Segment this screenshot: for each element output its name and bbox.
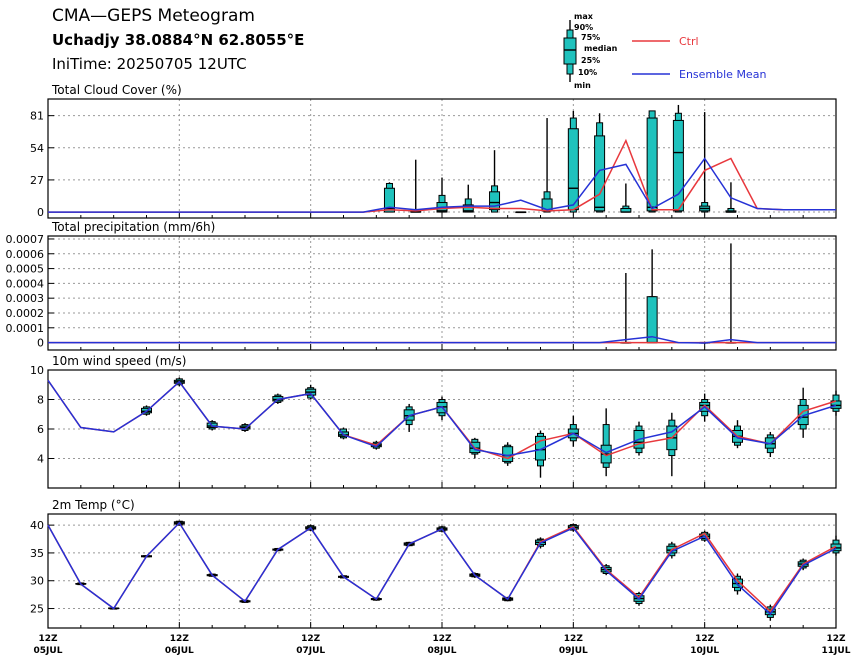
panel-title: 2m Temp (°C) [52,498,135,512]
y-tick-label: 0.0001 [6,322,45,335]
legend-mean-label: Ensemble Mean [679,68,766,81]
x-tick-label-hour: 12Z [170,634,190,644]
box-25-75 [383,187,395,213]
ensemble-mean-line [48,157,836,213]
init-time: IniTime: 20250705 12UTC [52,55,247,73]
y-tick-label: 0.0006 [6,248,45,261]
y-tick-label: 30 [30,575,44,588]
box-25-75 [535,435,546,461]
legend-box-label: min [574,81,591,90]
y-tick-label: 0.0005 [6,263,45,276]
panel-title: Total precipitation (mm/6h) [51,220,215,234]
box-25-75 [672,119,684,212]
box-25-75 [830,400,842,409]
legend-box-label: 90% [574,23,593,32]
y-tick-label: 40 [30,519,44,532]
ensemble-mean-line [48,335,836,344]
y-tick-label: 27 [30,174,44,187]
x-tick-label-date: 08JUL [428,646,457,656]
x-tick-label-hour: 12Z [301,634,321,644]
legend: max 90%75% median 25% 10% min Ctrl Ensemble Mea… [563,12,766,90]
y-tick-label: 0 [37,206,44,219]
y-tick-label: 0.0007 [6,233,45,246]
y-tick-label: 6 [37,423,44,436]
legend-ctrl-label: Ctrl [679,35,699,48]
x-tick-label-date: 11JUL [822,646,851,656]
box-25-75 [462,204,474,213]
y-tick-label: 35 [30,547,44,560]
box-25-75 [646,296,658,344]
y-tick-label: 0.0002 [6,307,45,320]
y-tick-label: 0.0003 [6,292,45,305]
station-location: Uchadjy 38.0884°N 62.8055°E [52,31,305,49]
x-tick-label-hour: 12Z [826,634,846,644]
ensemble-mean-line [47,379,837,457]
y-tick-label: 4 [37,453,44,466]
meteogram-title: CMA—GEPS Meteogram [52,6,255,26]
x-tick-label-date: 07JUL [296,646,325,656]
x-tick-label-hour: 12Z [432,634,452,644]
y-tick-label: 25 [30,603,44,616]
legend-box-label: max [574,12,594,21]
legend-box-label: 10% [578,68,597,77]
ensemble-mean-line [47,521,837,616]
box-25-75 [489,191,501,211]
panel-title: Total Cloud Cover (%) [51,83,182,97]
x-tick-label-date: 09JUL [559,646,588,656]
legend-box-25-75 [563,37,577,65]
y-tick-label: 10 [30,364,44,377]
panel-1: Total Cloud Cover (%) 0 27 54 81 [30,83,837,219]
box-25-75 [567,128,579,211]
x-tick-label-hour: 12Z [695,634,715,644]
panel-4: 2m Temp (°C) 25 30 35 40 [30,498,842,629]
x-tick-label-hour: 12Z [564,634,584,644]
x-tick-label-date: 05JUL [34,646,63,656]
y-tick-label: 0.0004 [6,277,45,290]
box-25-75 [646,117,658,212]
legend-box-label: 25% [581,56,600,65]
box-25-75 [594,135,606,212]
x-tick-label-date: 06JUL [165,646,194,656]
y-tick-label: 81 [30,110,44,123]
panel-2: Total precipitation (mm/6h) 0 0.0001 0.0002… [6,220,837,351]
y-tick-label: 54 [30,142,44,155]
x-tick-label-hour: 12Z [38,634,58,644]
panel-title: 10m wind speed (m/s) [52,354,186,368]
legend-box-label: median [584,44,618,53]
legend-box-label: 75% [581,33,600,42]
panel-3: 10m wind speed (m/s) 4 6 8 10 [30,354,842,489]
y-tick-label: 0 [37,337,44,350]
y-tick-label: 8 [37,394,44,407]
x-tick-label-date: 10JUL [690,646,719,656]
